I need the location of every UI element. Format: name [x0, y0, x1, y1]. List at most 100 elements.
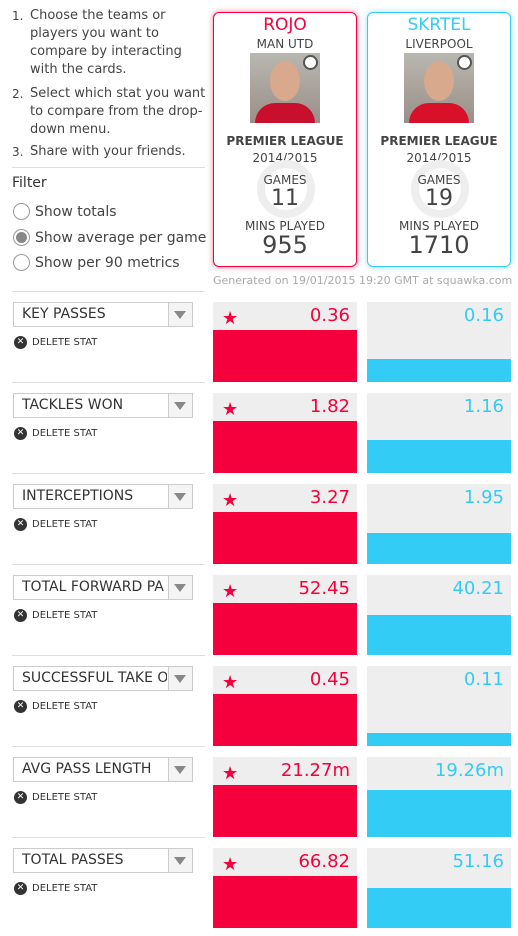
player-card[interactable]: SKRTEL LIVERPOOL PREMIER LEAGUE 2014/2015 GA…: [367, 12, 511, 267]
arrow: [174, 584, 186, 592]
delete-icon[interactable]: ✕: [14, 609, 27, 622]
photo-face: [424, 61, 454, 101]
bar: [367, 615, 511, 655]
games-value: 19: [425, 186, 453, 211]
delete-stat[interactable]: DELETE STAT: [32, 519, 98, 530]
stat-panel: 0.36 ★: [213, 302, 357, 382]
star-icon: ★: [222, 672, 239, 693]
arrow: [174, 311, 186, 319]
player-card[interactable]: ROJO MAN UTD PREMIER LEAGUE 2014/2015 GAMES 1…: [213, 12, 357, 267]
stat-select[interactable]: INTERCEPTIONS: [13, 484, 193, 509]
player-photo: [250, 53, 320, 123]
stat-value: 40.21: [452, 578, 504, 599]
bar: [367, 888, 511, 928]
photo-face: [270, 61, 300, 101]
step-number: 2.: [12, 87, 24, 101]
stat-select[interactable]: TOTAL FORWARD PA: [13, 575, 193, 600]
stat-panel: 51.16: [367, 848, 511, 928]
delete-stat[interactable]: DELETE STAT: [32, 610, 98, 621]
generated-note: Generated on 19/01/2015 19:20 GMT at squ…: [213, 274, 513, 287]
star-icon: ★: [222, 308, 239, 329]
club-icon: [457, 55, 472, 70]
stat-name: INTERCEPTIONS: [22, 488, 134, 504]
delete-stat[interactable]: DELETE STAT: [32, 701, 98, 712]
stat-panel: 1.16: [367, 393, 511, 473]
stat-panel: 1.95: [367, 484, 511, 564]
team-name: LIVERPOOL: [405, 37, 473, 51]
season: 2014/2015: [406, 151, 472, 165]
separator: [12, 291, 205, 292]
step-text: Choose the teams or players you want to …: [30, 8, 182, 77]
step-text: Select which stat you want to compare fr…: [30, 86, 206, 137]
delete-icon[interactable]: ✕: [14, 791, 27, 804]
stat-value: 1.82: [309, 396, 350, 417]
stat-value: 0.11: [463, 669, 504, 690]
team-name: MAN UTD: [256, 37, 314, 51]
stat-value: 1.95: [463, 487, 504, 508]
stat-select[interactable]: TOTAL PASSES: [13, 848, 193, 873]
bar: [213, 421, 357, 473]
stat-value: 21.27m: [280, 760, 350, 781]
separator: [12, 564, 205, 565]
star-icon: ★: [222, 581, 239, 602]
stat-value: 51.16: [452, 851, 504, 872]
stat-value: 1.16: [463, 396, 504, 417]
bar: [367, 439, 511, 473]
stat-name: SUCCESSFUL TAKE O: [22, 670, 167, 686]
delete-stat[interactable]: DELETE STAT: [32, 883, 98, 894]
player-photo: [404, 53, 474, 123]
delete-stat[interactable]: DELETE STAT: [32, 792, 98, 803]
delete-icon[interactable]: ✕: [14, 882, 27, 895]
radio-label[interactable]: Show per 90 metrics: [35, 255, 180, 271]
radio[interactable]: [13, 203, 30, 220]
step-text: Share with your friends.: [30, 144, 186, 159]
stat-select[interactable]: KEY PASSES: [13, 302, 193, 327]
stat-panel: 0.16: [367, 302, 511, 382]
delete-icon[interactable]: ✕: [14, 427, 27, 440]
stat-name: KEY PASSES: [22, 306, 106, 322]
stat-panel: 0.45 ★: [213, 666, 357, 746]
stat-name: TOTAL PASSES: [22, 852, 124, 868]
stat-panel: 40.21: [367, 575, 511, 655]
star-icon: ★: [222, 490, 239, 511]
delete-icon[interactable]: ✕: [14, 700, 27, 713]
mins-label: MINS PLAYED: [399, 219, 479, 233]
radio-label[interactable]: Show average per game: [35, 229, 207, 246]
player-name: ROJO: [263, 15, 307, 35]
bar: [213, 603, 357, 655]
stat-name: AVG PASS LENGTH: [22, 761, 152, 777]
photo-body: [255, 103, 315, 123]
radio-label[interactable]: Show totals: [35, 204, 117, 220]
stat-value: 0.16: [463, 305, 504, 326]
bar: [367, 789, 511, 837]
arrow: [174, 766, 186, 774]
bar: [213, 330, 357, 382]
stat-select[interactable]: AVG PASS LENGTH: [13, 757, 193, 782]
stat-value: 0.36: [309, 305, 350, 326]
mins-value: 1710: [408, 231, 470, 259]
stat-panel: 66.82 ★: [213, 848, 357, 928]
separator: [12, 473, 205, 474]
delete-icon[interactable]: ✕: [14, 336, 27, 349]
arrow: [174, 493, 186, 501]
stat-panel: 0.11: [367, 666, 511, 746]
photo-body: [409, 103, 469, 123]
star-icon: ★: [222, 763, 239, 784]
club-icon: [303, 55, 318, 70]
step-number: 1.: [12, 9, 24, 23]
separator: [12, 382, 205, 383]
stat-value: 66.82: [298, 851, 350, 872]
stat-value: 0.45: [309, 669, 350, 690]
stat-select[interactable]: TACKLES WON: [13, 393, 193, 418]
stat-select[interactable]: SUCCESSFUL TAKE O: [13, 666, 193, 691]
radio[interactable]: [13, 228, 30, 246]
bar: [213, 694, 357, 746]
delete-stat[interactable]: DELETE STAT: [32, 337, 98, 348]
stat-name: TACKLES WON: [22, 397, 124, 413]
bar: [367, 533, 511, 564]
delete-stat[interactable]: DELETE STAT: [32, 428, 98, 439]
arrow: [174, 857, 186, 865]
radio[interactable]: [13, 254, 30, 271]
step-number: 3.: [12, 145, 24, 159]
delete-icon[interactable]: ✕: [14, 518, 27, 531]
